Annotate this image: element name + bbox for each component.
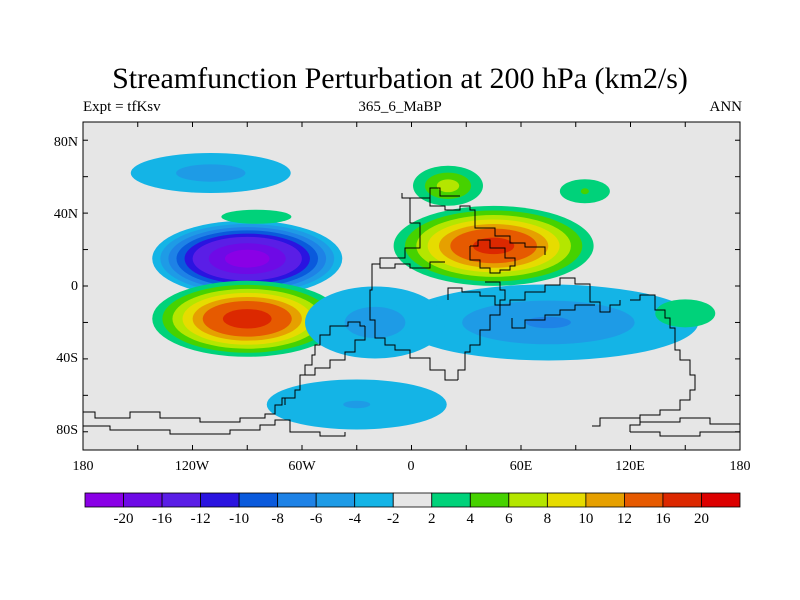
coastline-indian	[447, 277, 621, 313]
colorbar-label: 20	[693, 511, 709, 527]
colorbar-swatch	[662, 492, 702, 508]
coastline-antarctic-east-2	[630, 431, 740, 437]
contour-band-low-southern-ocean	[343, 400, 371, 409]
contour-band-high-central-asia	[580, 188, 589, 195]
lat-label: 80S	[56, 423, 78, 438]
colorbar-label: 2	[428, 511, 436, 527]
colorbar	[84, 492, 741, 508]
contour-band-low-north-america	[176, 164, 246, 182]
axis-ticks	[82, 122, 741, 450]
contour-band-high-east	[472, 237, 515, 255]
coastline-southeast-asia	[511, 304, 595, 329]
colorbar-label: -6	[309, 511, 323, 527]
coastline-mediterranean	[379, 258, 445, 269]
lat-label: 0	[71, 279, 78, 294]
case-label: 365_6_MaBP	[358, 99, 442, 115]
colorbar-swatch	[123, 492, 163, 508]
coastline-layer	[83, 187, 740, 437]
colorbar-swatch	[431, 492, 471, 508]
coastline-south-america-east	[305, 326, 366, 376]
colorbar-swatch	[701, 492, 741, 508]
colorbar-label: -20	[113, 511, 134, 527]
coastline-asia	[474, 220, 546, 255]
colorbar-swatch	[315, 492, 356, 508]
coastline-antarctic-shelf	[83, 419, 346, 437]
chart-title: Streamfunction Perturbation at 200 hPa (…	[112, 62, 688, 95]
coastline-africa-west	[369, 193, 458, 381]
colorbar-label: -10	[229, 511, 250, 527]
contour-band-high-north-atlantic	[221, 209, 292, 224]
contour-layer	[130, 153, 716, 430]
colorbar-swatch	[238, 492, 279, 508]
colorbar-label: -2	[386, 511, 400, 527]
colorbar-label: 12	[616, 511, 632, 527]
colorbar-swatch	[277, 492, 317, 508]
coastline-australia	[629, 294, 696, 432]
colorbar-swatch	[624, 492, 664, 508]
lon-label: 0	[407, 459, 415, 474]
colorbar-label: 6	[505, 511, 513, 527]
contour-band-low-indian-ocean	[525, 316, 571, 329]
lat-label: 40N	[53, 207, 78, 222]
contour-band-high-north-europe	[436, 179, 460, 193]
lon-label: 60E	[509, 459, 533, 474]
coastline-europe	[410, 197, 476, 220]
coastline-arabia	[469, 239, 516, 274]
colorbar-label: -4	[348, 511, 361, 527]
colorbar-swatch	[161, 492, 201, 508]
lon-label: 180	[729, 459, 751, 474]
contour-band-cyclone-southwest	[222, 309, 272, 329]
contour-band-high-australia	[655, 299, 716, 328]
lat-label: 40S	[56, 351, 78, 366]
coastline-south-america-west	[284, 321, 365, 405]
lon-label: 120E	[615, 459, 645, 474]
colorbar-label: -12	[190, 511, 211, 527]
colorbar-swatch	[392, 492, 433, 508]
coastline-north-africa	[429, 187, 460, 198]
colorbar-swatch	[508, 492, 548, 508]
colorbar-swatch	[546, 492, 587, 508]
colorbar-label: 16	[655, 511, 671, 527]
season-label: ANN	[709, 99, 743, 115]
contour-band-anticyclone-west	[224, 249, 270, 268]
lat-label: 80N	[53, 135, 78, 150]
colorbar-swatch	[354, 492, 394, 508]
lon-label: 60W	[288, 459, 316, 474]
coastline-africa-east	[457, 281, 506, 380]
colorbar-swatch	[469, 492, 510, 508]
colorbar-label: -8	[271, 511, 284, 527]
lon-label: 180	[72, 459, 94, 474]
colorbar-label: -16	[152, 511, 173, 527]
colorbar-swatch	[84, 492, 124, 508]
colorbar-swatch	[585, 492, 625, 508]
lon-label: 120W	[174, 459, 210, 474]
colorbar-swatch	[200, 492, 240, 508]
experiment-label: Expt = tfKsv	[83, 99, 161, 115]
colorbar-label: 8	[543, 511, 552, 527]
colorbar-label: 10	[578, 511, 594, 527]
coastline-antarctic	[83, 397, 290, 423]
colorbar-label: 4	[466, 511, 475, 527]
coastline-antarctic-east	[592, 417, 740, 427]
